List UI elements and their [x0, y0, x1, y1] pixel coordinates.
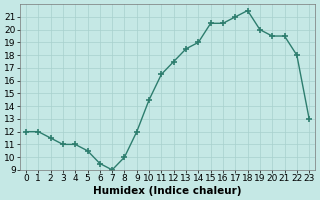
X-axis label: Humidex (Indice chaleur): Humidex (Indice chaleur) [93, 186, 242, 196]
